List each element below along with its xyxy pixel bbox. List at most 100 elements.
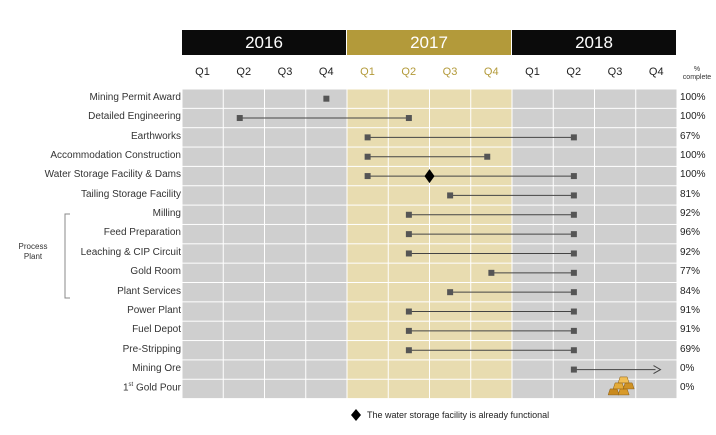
process-plant-label: Process Plant bbox=[8, 242, 58, 262]
grid-cell bbox=[306, 205, 347, 224]
grid-cell bbox=[265, 224, 306, 244]
percent-complete-value: 0% bbox=[680, 362, 695, 374]
grid-cell bbox=[182, 166, 223, 186]
grid-cell bbox=[182, 147, 223, 166]
quarter-label: Q2 bbox=[401, 66, 417, 78]
grid-cell bbox=[306, 147, 347, 166]
grid-cell bbox=[182, 360, 223, 379]
grid-cell bbox=[223, 244, 264, 263]
complete-label: complete bbox=[682, 74, 712, 81]
quarter-label: Q2 bbox=[566, 66, 582, 78]
grid-cell bbox=[347, 89, 388, 108]
grid-cell bbox=[595, 186, 636, 205]
percent-complete-value: 92% bbox=[680, 208, 701, 220]
grid-cell bbox=[430, 89, 471, 108]
grid-cell bbox=[347, 205, 388, 224]
grid-cell bbox=[306, 128, 347, 147]
grid-cell bbox=[306, 224, 347, 244]
grid-cell bbox=[265, 166, 306, 186]
grid-cell bbox=[223, 360, 264, 379]
grid-cell bbox=[347, 379, 388, 399]
grid-cell bbox=[388, 263, 429, 282]
task-label: Detailed Engineering bbox=[88, 111, 181, 123]
grid-cell bbox=[306, 302, 347, 321]
grid-cell bbox=[388, 360, 429, 379]
grid-cell bbox=[595, 341, 636, 360]
grid-cell bbox=[265, 205, 306, 224]
year-label: 2016 bbox=[245, 32, 283, 52]
grid-cell bbox=[636, 244, 677, 263]
percent-complete-value: 100% bbox=[680, 111, 706, 123]
percent-complete-value: 96% bbox=[680, 227, 701, 239]
grid-cell bbox=[636, 263, 677, 282]
task-label: Accommodation Construction bbox=[50, 150, 181, 162]
grid-cell bbox=[430, 108, 471, 128]
grid-cell bbox=[265, 128, 306, 147]
milestone-diamond-icon bbox=[351, 409, 361, 421]
grid-cell bbox=[636, 321, 677, 341]
grid-cell bbox=[388, 89, 429, 108]
grid-cell bbox=[182, 379, 223, 399]
grid-cell bbox=[636, 224, 677, 244]
end-marker bbox=[570, 211, 577, 218]
task-label: 1st Gold Pour bbox=[122, 382, 181, 394]
grid-cell bbox=[388, 379, 429, 399]
percent-complete-value: 0% bbox=[680, 382, 695, 394]
percent-complete-header: % complete bbox=[680, 66, 714, 82]
end-marker bbox=[570, 173, 577, 180]
grid-cell bbox=[306, 186, 347, 205]
grid-cell bbox=[223, 186, 264, 205]
grid-cell bbox=[265, 379, 306, 399]
start-marker bbox=[405, 211, 412, 218]
gantt-grid bbox=[182, 89, 677, 399]
gantt-bars bbox=[236, 95, 662, 396]
start-marker bbox=[405, 347, 412, 354]
task-label: Pre-Stripping bbox=[122, 343, 181, 355]
grid-cell bbox=[595, 128, 636, 147]
percent-symbol: % bbox=[693, 66, 701, 73]
end-marker bbox=[570, 250, 577, 257]
percent-complete-value: 69% bbox=[680, 343, 701, 355]
grid-cell bbox=[306, 321, 347, 341]
percent-complete-value: 77% bbox=[680, 266, 701, 278]
grid-cell bbox=[182, 263, 223, 282]
task-label: Mining Permit Award bbox=[89, 92, 181, 103]
start-marker bbox=[236, 115, 243, 122]
quarter-label: Q4 bbox=[318, 66, 334, 78]
quarter-label: Q2 bbox=[236, 66, 252, 78]
grid-cell bbox=[636, 302, 677, 321]
task-label: Gold Room bbox=[130, 266, 181, 278]
arrow-head-icon bbox=[653, 365, 662, 375]
group-label-line: Plant bbox=[23, 252, 43, 261]
grid-cell bbox=[595, 205, 636, 224]
grid-cell bbox=[512, 89, 553, 108]
grid-cell bbox=[595, 108, 636, 128]
start-marker bbox=[570, 366, 577, 373]
percent-complete-value: 91% bbox=[680, 304, 701, 316]
grid-cell bbox=[471, 108, 512, 128]
year-2018-header: 2018 bbox=[512, 30, 676, 55]
percent-complete-value: 67% bbox=[680, 130, 701, 142]
year-2017-header: 2017 bbox=[347, 30, 511, 55]
grid-cell bbox=[512, 147, 553, 166]
grid-cell bbox=[223, 147, 264, 166]
year-label: 2017 bbox=[410, 32, 448, 52]
grid-cell bbox=[265, 302, 306, 321]
grid-cell bbox=[223, 128, 264, 147]
grid-cell bbox=[595, 263, 636, 282]
end-marker bbox=[570, 192, 577, 199]
task-label: Fuel Depot bbox=[132, 324, 181, 336]
end-marker bbox=[570, 327, 577, 334]
grid-cell bbox=[553, 147, 594, 166]
grid-cell bbox=[471, 89, 512, 108]
grid-cell bbox=[182, 186, 223, 205]
milestone-diamond-icon bbox=[424, 169, 435, 184]
grid-cell bbox=[347, 321, 388, 341]
year-2016-header: 2016 bbox=[182, 30, 346, 55]
grid-cell bbox=[265, 263, 306, 282]
grid-cell bbox=[182, 341, 223, 360]
task-label: Tailing Storage Facility bbox=[80, 188, 181, 200]
grid-cell bbox=[306, 263, 347, 282]
grid-cell bbox=[223, 321, 264, 341]
grid-cell bbox=[223, 263, 264, 282]
